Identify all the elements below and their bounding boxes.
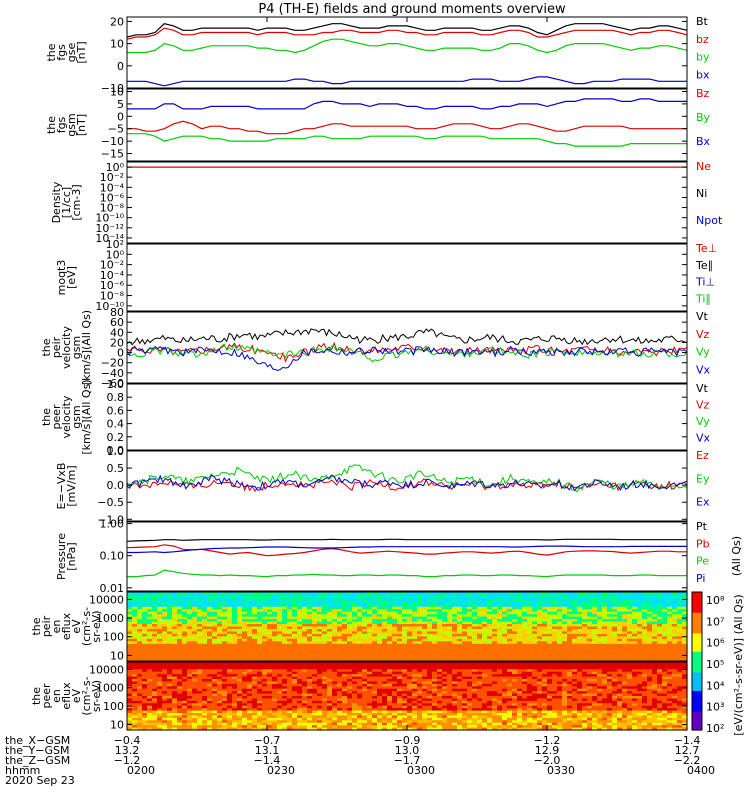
series-line-7-0 xyxy=(127,539,687,541)
ytick-label: 1.0 xyxy=(107,378,125,391)
series-line-6-2 xyxy=(127,475,687,490)
ytick-label: 0.2 xyxy=(107,431,125,444)
legend-0-3: bx xyxy=(696,68,710,81)
series-line-1-0 xyxy=(127,121,687,133)
legend-6-0: Ez xyxy=(696,449,709,462)
ytick-label: −10 xyxy=(101,135,124,148)
ytick-label: 0.6 xyxy=(107,404,125,417)
ytick-label: 100 xyxy=(103,631,124,644)
panel-frame-5 xyxy=(127,384,687,450)
ytick-label: 0.5 xyxy=(107,462,125,475)
series-line-0-1 xyxy=(127,28,687,39)
ytick-label: 0 xyxy=(117,60,124,73)
legend-5-2: Vy xyxy=(696,415,710,428)
ytick-label: 0.10 xyxy=(100,550,125,563)
ylabel-1-3: [nT] xyxy=(75,114,88,136)
legend-0-1: bz xyxy=(696,33,709,46)
panel-frame-3 xyxy=(127,244,687,311)
ytick-label: 10 xyxy=(110,85,124,98)
panel-frame-2 xyxy=(127,162,687,243)
legend-3-2: Ti⊥ xyxy=(695,276,715,289)
ylabel-5-4: [km/s](All Qs) xyxy=(80,379,93,454)
legend-7-2: Pe xyxy=(696,555,709,568)
ytick-label: 0.4 xyxy=(107,418,125,431)
ylabel-6-1: [mV/m] xyxy=(65,465,78,506)
ytick-label: 0.0 xyxy=(107,479,125,492)
panel-frame-1 xyxy=(127,89,687,161)
ytick-label: 0.8 xyxy=(107,391,125,404)
ytick-label: 10 xyxy=(110,649,124,662)
legend-4-0: Vt xyxy=(696,310,709,323)
ytick-label: 0 xyxy=(117,110,124,123)
series-line-0-3 xyxy=(127,77,687,86)
ytick-label: 1.0 xyxy=(107,445,125,458)
series-line-1-1 xyxy=(127,134,687,146)
ytick-label: −15 xyxy=(101,148,124,161)
legend-1-0: Bz xyxy=(696,87,710,100)
ylabel-8-6: sr-eV) xyxy=(90,610,103,642)
ytick-label: −0.5 xyxy=(97,496,124,509)
legend-7-0: Pt xyxy=(696,520,708,533)
legend-2-0: Ne xyxy=(696,160,711,173)
ylabel-4-4: [km/s](All Qs) xyxy=(80,310,93,385)
chart-title: P4 (TH-E) fields and ground moments over… xyxy=(258,2,566,17)
legend-7-1: Pb xyxy=(696,537,710,550)
ytick-label: 10000 xyxy=(89,593,124,606)
legend-3-1: Te∥ xyxy=(695,259,713,272)
legend-4-2: Vy xyxy=(696,346,710,359)
legend-2-1: Ni xyxy=(696,187,707,200)
legend-2-2: Npot xyxy=(696,214,723,227)
legend-6-1: Ey xyxy=(696,472,710,485)
ytick-label: 1.00 xyxy=(100,518,125,531)
ytick-label: 10 xyxy=(110,38,124,51)
ylabel-0-3: [nT] xyxy=(75,41,88,63)
ylabel-7-1: [nPa] xyxy=(65,542,78,570)
series-line-1-2 xyxy=(127,99,687,109)
legend-3-3: Ti∥ xyxy=(695,292,711,305)
legend-5-1: Vz xyxy=(696,399,710,412)
legend-0-0: Bt xyxy=(696,15,709,28)
legend-4-3: Vx xyxy=(696,363,711,376)
series-line-6-1 xyxy=(127,465,687,492)
ylabel-3-1: [eV] xyxy=(65,266,78,289)
legend-0-2: by xyxy=(696,51,710,64)
legend-1-1: By xyxy=(696,111,711,124)
ylabel-2-2: [cm-3] xyxy=(70,184,83,220)
legend-7-3: Pi xyxy=(696,572,705,585)
series-line-0-2 xyxy=(127,39,687,52)
series-line-4-0 xyxy=(127,329,687,345)
legend-5-3: Vx xyxy=(696,432,711,445)
panel-frame-7 xyxy=(127,522,687,591)
legend-6-2: Ex xyxy=(696,496,710,509)
panel-frame-4 xyxy=(127,312,687,383)
series-line-4-3 xyxy=(127,347,687,371)
legend-3-0: Te⊥ xyxy=(695,242,717,255)
legend-1-2: Bx xyxy=(696,135,711,148)
legend-5-0: Vt xyxy=(696,382,709,395)
ytick-label: 20 xyxy=(110,15,124,28)
ytick-label: 5 xyxy=(117,98,124,111)
series-line-7-2 xyxy=(127,570,687,577)
legend-4-1: Vz xyxy=(696,328,710,341)
ytick-label: −5 xyxy=(108,123,124,136)
